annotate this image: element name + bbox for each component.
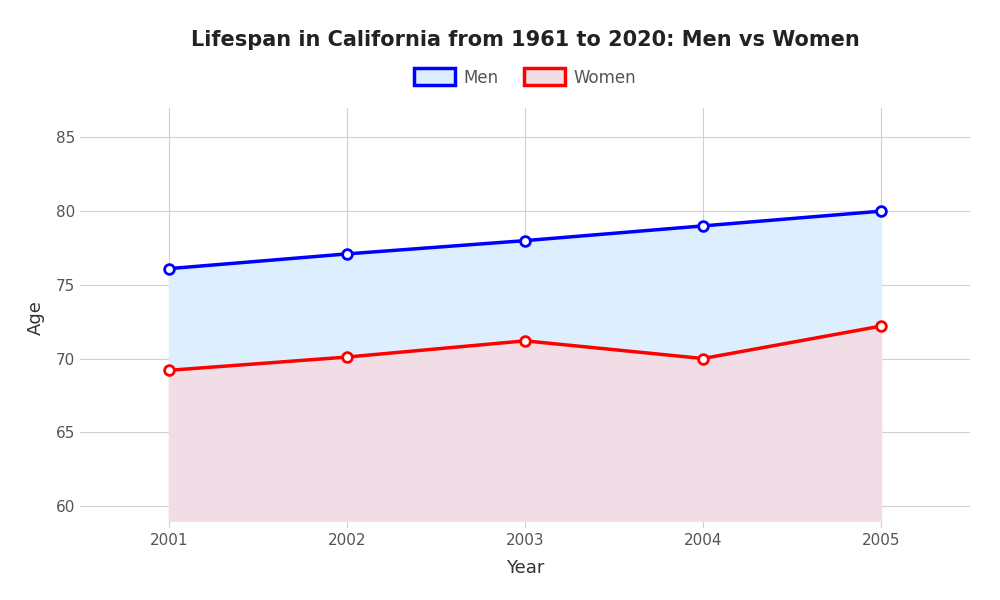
Y-axis label: Age: Age <box>27 301 45 335</box>
Title: Lifespan in California from 1961 to 2020: Men vs Women: Lifespan in California from 1961 to 2020… <box>191 29 859 49</box>
Legend: Men, Women: Men, Women <box>407 62 643 93</box>
X-axis label: Year: Year <box>506 559 544 577</box>
